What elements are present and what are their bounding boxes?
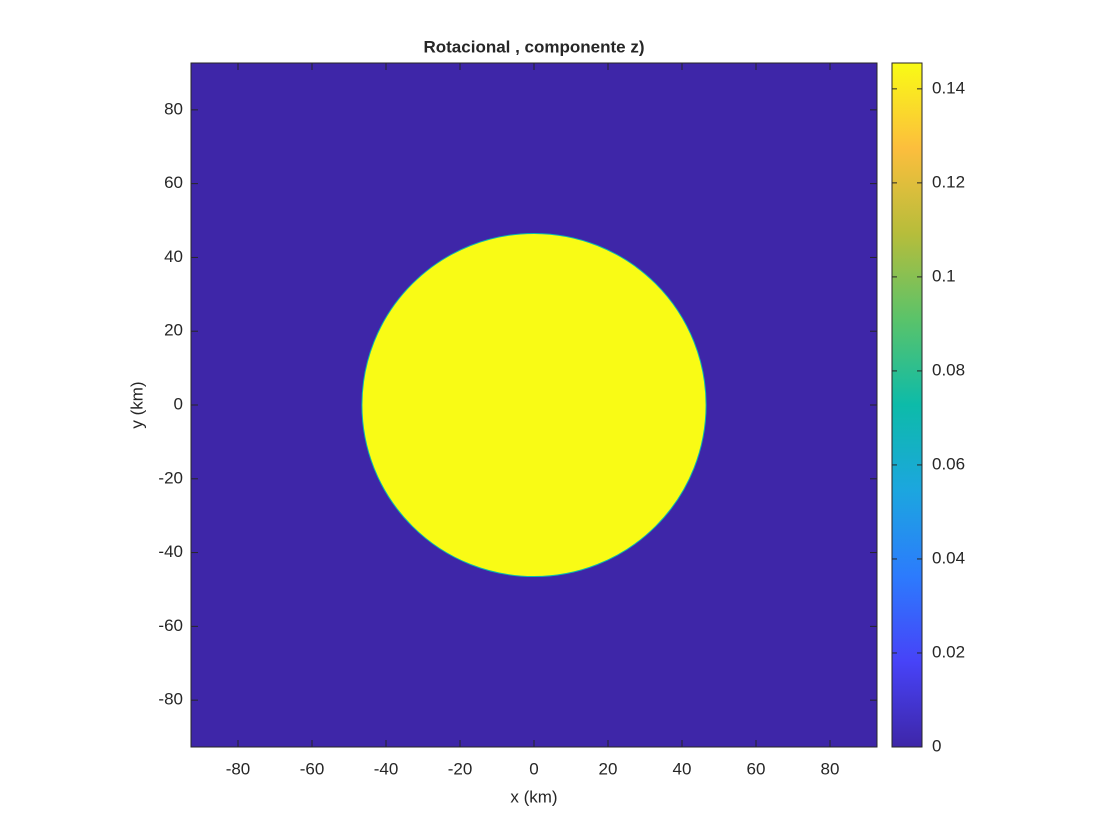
colorbar-tick-label: 0.08: [932, 360, 965, 379]
y-tick-label: 20: [164, 321, 183, 340]
x-tick-label: 60: [747, 759, 766, 778]
x-tick-label: -40: [374, 759, 399, 778]
y-tick-label: 80: [164, 99, 183, 118]
x-tick-label: 0: [529, 759, 538, 778]
x-tick-label: -80: [226, 759, 251, 778]
y-axis-label: y (km): [127, 381, 146, 428]
y-tick-label: -60: [158, 616, 183, 635]
x-tick-label: -20: [448, 759, 473, 778]
x-tick-label: 20: [599, 759, 618, 778]
colorbar-tick-label: 0.12: [932, 172, 965, 191]
chart-title: Rotacional , componente z): [423, 37, 644, 56]
y-tick-label: 60: [164, 173, 183, 192]
colorbar: [891, 62, 923, 748]
x-tick-label: 40: [673, 759, 692, 778]
colorbar-tick-label: 0: [932, 736, 941, 755]
y-tick-label: -40: [158, 542, 183, 561]
y-tick-label: -20: [158, 468, 183, 487]
x-tick-label: -60: [300, 759, 325, 778]
y-tick-label: 40: [164, 247, 183, 266]
colorbar-tick-label: 0.04: [932, 548, 965, 567]
y-tick-label: -80: [158, 690, 183, 709]
colorbar-tick-label: 0.14: [932, 78, 965, 97]
x-tick-label: 80: [821, 759, 840, 778]
y-tick-label: 0: [174, 394, 183, 413]
colorbar-tick-label: 0.02: [932, 642, 965, 661]
colorbar-tick-label: 0.1: [932, 266, 956, 285]
x-axis-label: x (km): [510, 787, 557, 806]
colorbar-tick-label: 0.06: [932, 454, 965, 473]
disc: [361, 232, 707, 578]
